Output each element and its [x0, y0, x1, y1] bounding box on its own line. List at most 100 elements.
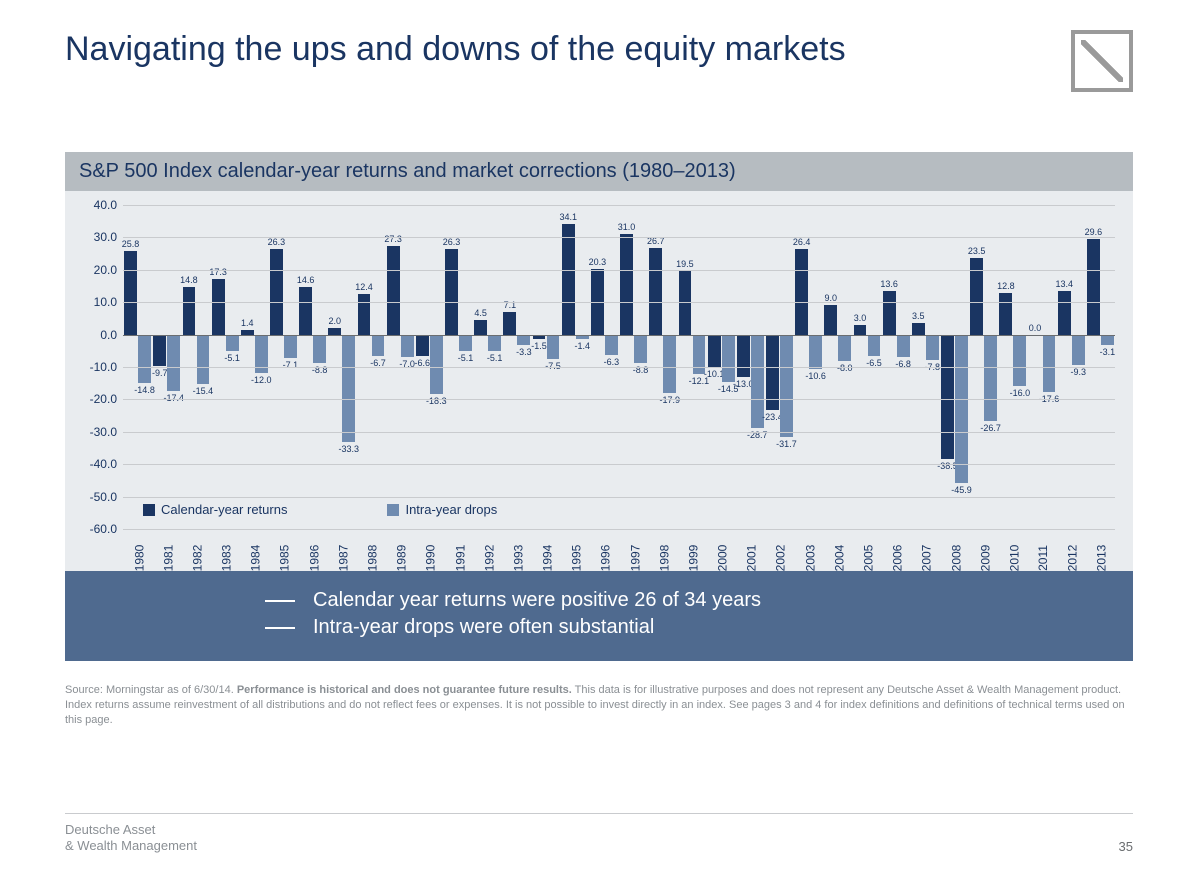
- chart-subtitle-bar: S&P 500 Index calendar-year returns and …: [65, 152, 1133, 191]
- bar-value-label: 13.6: [880, 279, 898, 289]
- bar-value-label: 12.4: [355, 282, 373, 292]
- x-tick-label: 2008: [949, 545, 963, 572]
- bar-value-label: -9.3: [1070, 367, 1086, 377]
- bar-value-label: -1.5: [531, 341, 547, 351]
- bar-returns: 34.1: [562, 224, 575, 334]
- bar-returns: -10.1: [708, 335, 721, 368]
- db-logo-icon: [1071, 30, 1133, 92]
- bar-returns: 9.0: [824, 305, 837, 334]
- bar-drops: -45.9: [955, 335, 968, 484]
- bar-drops: -33.3: [342, 335, 355, 443]
- bar-drops: -9.3: [1072, 335, 1085, 365]
- x-tick-label: 2006: [891, 545, 905, 572]
- bar-drops: -17.9: [663, 335, 676, 393]
- bar-drops: -14.8: [138, 335, 151, 383]
- x-tick-label: 1986: [307, 545, 321, 572]
- x-tick-label: 2000: [715, 545, 729, 572]
- legend-label-returns: Calendar-year returns: [161, 502, 287, 517]
- bar-returns: 2.0: [328, 328, 341, 334]
- bar-value-label: 7.1: [504, 300, 517, 310]
- page-number: 35: [1119, 839, 1133, 854]
- bar-drops: -6.8: [897, 335, 910, 357]
- grid-line: [123, 432, 1115, 433]
- legend-item-returns: Calendar-year returns: [143, 502, 287, 517]
- bar-drops: -7.0: [401, 335, 414, 358]
- bar-drops: -5.1: [488, 335, 501, 352]
- x-tick-label: 1999: [686, 545, 700, 572]
- bar-drops: -7.5: [547, 335, 560, 359]
- bar-value-label: 0.0: [1029, 323, 1042, 333]
- chart-area: 25.8-14.81980-9.7-17.4198114.8-15.419821…: [65, 191, 1133, 571]
- callout-text-2: Intra-year drops were often substantial: [313, 616, 654, 638]
- x-tick-label: 1992: [482, 545, 496, 572]
- x-tick-label: 2003: [803, 545, 817, 572]
- dash-icon: [265, 600, 295, 602]
- bar-drops: -8.8: [313, 335, 326, 364]
- legend-label-drops: Intra-year drops: [405, 502, 497, 517]
- bar-returns: 7.1: [503, 312, 516, 335]
- bar-drops: -3.1: [1101, 335, 1114, 345]
- bar-drops: -7.8: [926, 335, 939, 360]
- legend-swatch-drops: [387, 504, 399, 516]
- bar-value-label: 17.3: [209, 267, 227, 277]
- x-tick-label: 1989: [395, 545, 409, 572]
- bar-returns: 13.4: [1058, 291, 1071, 334]
- footer-line-1: Deutsche Asset: [65, 822, 197, 838]
- callout-line-2: Intra-year drops were often substantial: [265, 616, 1093, 639]
- x-tick-label: 1982: [190, 545, 204, 572]
- bar-drops: -8.8: [634, 335, 647, 364]
- x-tick-label: 2010: [1007, 545, 1021, 572]
- grid-line: [123, 302, 1115, 303]
- x-tick-label: 2012: [1066, 545, 1080, 572]
- x-tick-label: 2013: [1095, 545, 1109, 572]
- grid-line: [123, 464, 1115, 465]
- footer-line-2: & Wealth Management: [65, 838, 197, 854]
- y-tick-label: -50.0: [73, 490, 117, 504]
- bar-value-label: 1.4: [241, 318, 254, 328]
- y-tick-label: 10.0: [73, 295, 117, 309]
- source-note: Source: Morningstar as of 6/30/14. Perfo…: [65, 683, 1133, 728]
- bar-drops: -7.1: [284, 335, 297, 358]
- bar-value-label: 34.1: [559, 212, 577, 222]
- bar-value-label: -3.3: [516, 347, 532, 357]
- bar-returns: 3.0: [854, 325, 867, 335]
- bar-drops: -31.7: [780, 335, 793, 438]
- source-bold: Performance is historical and does not g…: [237, 684, 572, 696]
- bar-returns: 3.5: [912, 323, 925, 334]
- bar-value-label: 2.0: [329, 316, 342, 326]
- x-tick-label: 2002: [774, 545, 788, 572]
- x-tick-label: 1981: [161, 545, 175, 572]
- bar-value-label: 27.3: [384, 234, 402, 244]
- bar-value-label: -1.4: [574, 341, 590, 351]
- bar-value-label: -5.1: [458, 353, 474, 363]
- source-prefix: Source: Morningstar as of 6/30/14.: [65, 684, 237, 696]
- bar-drops: -17.4: [167, 335, 180, 391]
- grid-line: [123, 205, 1115, 206]
- grid-line: [123, 497, 1115, 498]
- bar-value-label: 4.5: [474, 308, 487, 318]
- bar-drops: -10.6: [809, 335, 822, 369]
- y-tick-label: 40.0: [73, 198, 117, 212]
- bar-returns: 27.3: [387, 246, 400, 334]
- bar-returns: 12.4: [358, 294, 371, 334]
- bar-value-label: 14.8: [180, 275, 198, 285]
- footer-divider: [65, 813, 1133, 814]
- zero-line: [123, 335, 1115, 336]
- bar-returns: 13.6: [883, 291, 896, 335]
- x-tick-label: 1980: [132, 545, 146, 572]
- bar-returns: 14.6: [299, 287, 312, 334]
- bar-value-label: 19.5: [676, 259, 694, 269]
- x-tick-label: 2009: [978, 545, 992, 572]
- bar-returns: 26.7: [649, 248, 662, 335]
- bar-value-label: 20.3: [589, 257, 607, 267]
- x-tick-label: 1995: [570, 545, 584, 572]
- x-tick-label: 2001: [745, 545, 759, 572]
- bar-returns: 26.4: [795, 249, 808, 335]
- x-tick-label: 2011: [1036, 545, 1050, 571]
- bar-value-label: -5.1: [487, 353, 503, 363]
- callout-text-1: Calendar year returns were positive 26 o…: [313, 589, 761, 611]
- x-tick-label: 1984: [249, 545, 263, 572]
- legend: Calendar-year returns Intra-year drops: [143, 502, 497, 517]
- bar-returns: 31.0: [620, 234, 633, 334]
- bar-returns: 14.8: [183, 287, 196, 335]
